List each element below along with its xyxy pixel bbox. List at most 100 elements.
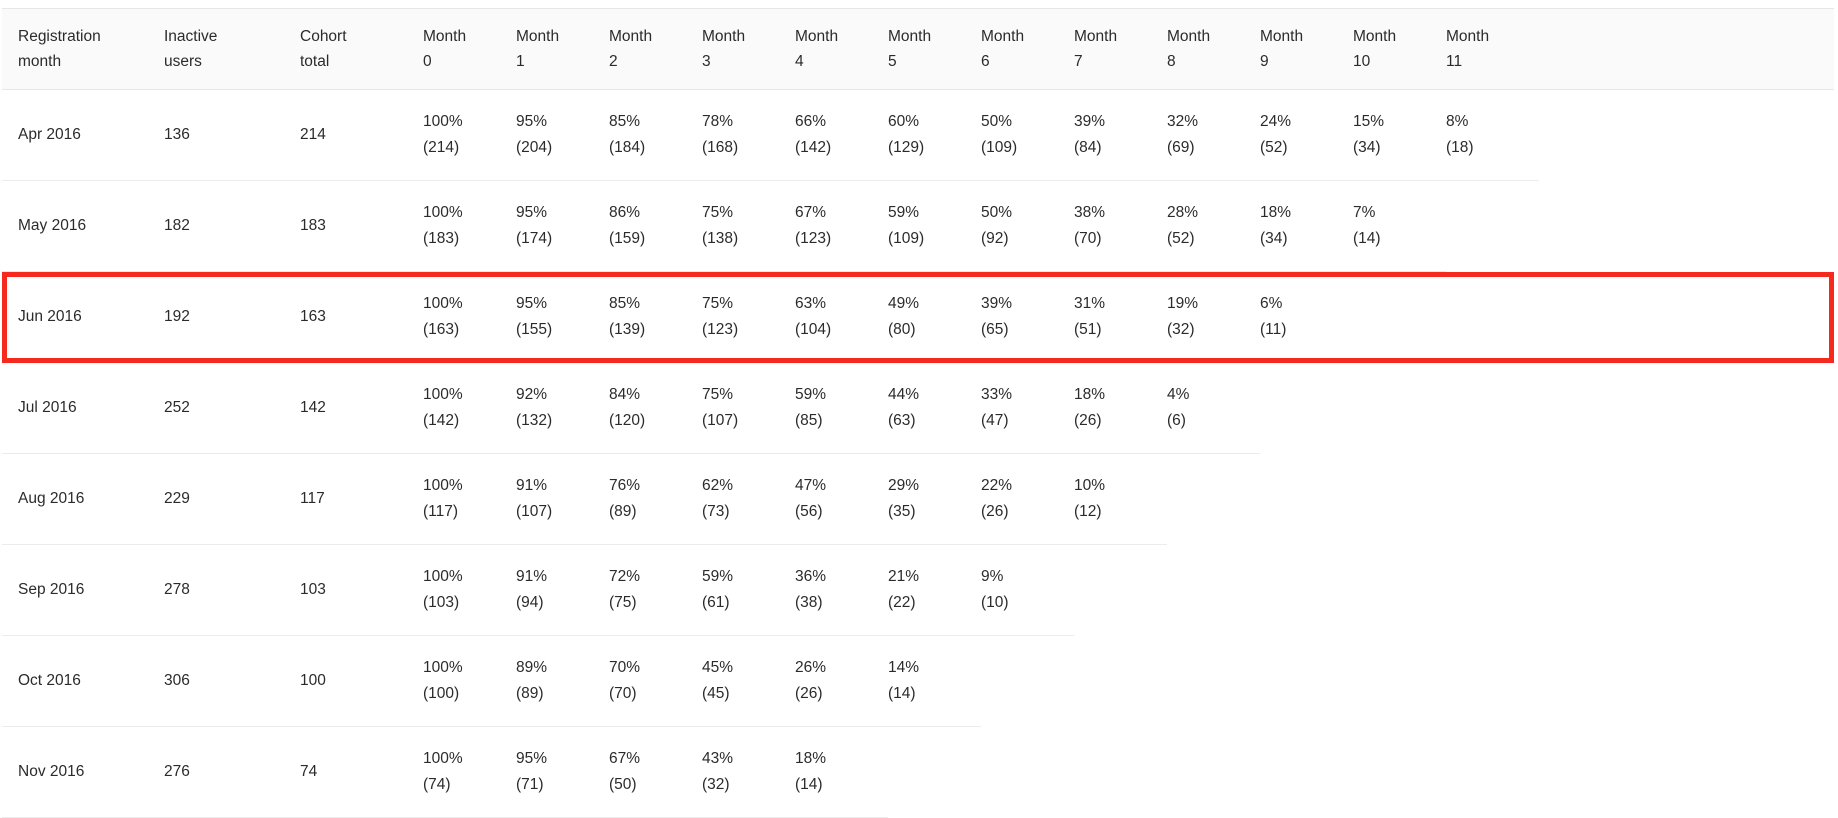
inactive-users-cell: 278 (164, 544, 300, 636)
retention-cell: 28% (52) (1167, 180, 1260, 272)
retention-cell: 76% (89) (609, 453, 702, 545)
retention-percent: 31% (1074, 295, 1106, 312)
column-header: Month 7 (1074, 8, 1167, 90)
column-header: Month 10 (1353, 8, 1446, 90)
retention-count: (12) (1074, 503, 1102, 520)
retention-count: (26) (1074, 412, 1102, 429)
retention-percent: 95% (516, 295, 548, 312)
cohort-total-cell: 100 (300, 635, 423, 727)
retention-count: (183) (423, 230, 460, 247)
retention-count: (104) (795, 321, 832, 338)
retention-count: (6) (1167, 412, 1186, 429)
retention-percent: 95% (516, 750, 548, 767)
empty-retention-cells (888, 727, 1834, 818)
retention-percent: 38% (1074, 204, 1106, 221)
retention-percent: 85% (609, 113, 641, 130)
retention-percent: 100% (423, 477, 463, 494)
retention-cell: 92% (132) (516, 362, 609, 454)
retention-cell: 75% (138) (702, 180, 795, 272)
retention-count: (22) (888, 594, 916, 611)
empty-retention-cells (1260, 363, 1834, 454)
registration-month-cell: Aug 2016 (2, 453, 164, 545)
retention-cell: 100% (117) (423, 453, 516, 545)
retention-percent: 100% (423, 568, 463, 585)
retention-count: (26) (795, 685, 823, 702)
registration-month-cell: Oct 2016 (2, 635, 164, 727)
table-row: Sep 2016 278 103 100% (103) 91% (94) 72% (75) 59%… (2, 544, 1834, 636)
retention-percent: 86% (609, 204, 641, 221)
retention-cell: 91% (94) (516, 544, 609, 636)
retention-cell: 67% (123) (795, 180, 888, 272)
table-row: Nov 2016 276 74 100% (74) 95% (71) 67% (50) 43% (3… (2, 726, 1834, 818)
inactive-users-cell: 306 (164, 635, 300, 727)
retention-count: (18) (1446, 139, 1474, 156)
cohort-total-cell: 183 (300, 180, 423, 272)
column-header: Inactive users (164, 8, 300, 90)
retention-percent: 100% (423, 204, 463, 221)
retention-percent: 67% (609, 750, 641, 767)
empty-retention-cells (981, 636, 1834, 727)
retention-percent: 95% (516, 113, 548, 130)
retention-count: (84) (1074, 139, 1102, 156)
retention-count: (109) (981, 139, 1018, 156)
retention-count: (50) (609, 776, 637, 793)
retention-cell: 18% (14) (795, 726, 888, 818)
table-row: May 2016 182 183 100% (183) 95% (174) 86% (159) 7… (2, 180, 1834, 272)
retention-cell: 14% (14) (888, 635, 981, 727)
retention-percent: 70% (609, 659, 641, 676)
retention-cell: 22% (26) (981, 453, 1074, 545)
retention-count: (14) (888, 685, 916, 702)
inactive-users-cell: 276 (164, 726, 300, 818)
column-header: Month 0 (423, 8, 516, 90)
retention-count: (70) (609, 685, 637, 702)
retention-count: (56) (795, 503, 823, 520)
retention-percent: 44% (888, 386, 920, 403)
registration-month-cell: Jul 2016 (2, 362, 164, 454)
retention-count: (155) (516, 321, 553, 338)
retention-count: (52) (1167, 230, 1195, 247)
retention-percent: 63% (795, 295, 827, 312)
retention-percent: 100% (423, 386, 463, 403)
retention-cell: 100% (103) (423, 544, 516, 636)
retention-percent: 9% (981, 568, 1004, 585)
retention-percent: 100% (423, 295, 463, 312)
retention-cell: 86% (159) (609, 180, 702, 272)
retention-cell: 19% (32) (1167, 271, 1260, 363)
inactive-users-cell: 136 (164, 89, 300, 181)
retention-percent: 67% (795, 204, 827, 221)
retention-count: (139) (609, 321, 646, 338)
retention-count: (107) (702, 412, 739, 429)
retention-percent: 95% (516, 204, 548, 221)
retention-cell: 100% (163) (423, 271, 516, 363)
retention-percent: 6% (1260, 295, 1283, 312)
retention-percent: 45% (702, 659, 734, 676)
retention-cell: 84% (120) (609, 362, 702, 454)
table-row: Apr 2016 136 214 100% (214) 95% (204) 85% (184) 7… (2, 89, 1834, 181)
retention-cell: 45% (45) (702, 635, 795, 727)
retention-count: (100) (423, 685, 460, 702)
retention-percent: 85% (609, 295, 641, 312)
retention-cell: 100% (142) (423, 362, 516, 454)
retention-percent: 59% (888, 204, 920, 221)
retention-percent: 92% (516, 386, 548, 403)
retention-count: (14) (1353, 230, 1381, 247)
retention-count: (34) (1353, 139, 1381, 156)
retention-percent: 39% (981, 295, 1013, 312)
retention-cell: 100% (100) (423, 635, 516, 727)
retention-count: (10) (981, 594, 1009, 611)
retention-cell: 24% (52) (1260, 89, 1353, 181)
retention-count: (14) (795, 776, 823, 793)
inactive-users-cell: 182 (164, 180, 300, 272)
retention-cell: 50% (92) (981, 180, 1074, 272)
retention-percent: 72% (609, 568, 641, 585)
retention-count: (73) (702, 503, 730, 520)
retention-percent: 59% (702, 568, 734, 585)
retention-cell: 31% (51) (1074, 271, 1167, 363)
retention-count: (74) (423, 776, 451, 793)
retention-percent: 50% (981, 113, 1013, 130)
inactive-users-cell: 252 (164, 362, 300, 454)
retention-cell: 44% (63) (888, 362, 981, 454)
retention-percent: 29% (888, 477, 920, 494)
retention-cell: 26% (26) (795, 635, 888, 727)
retention-cell: 66% (142) (795, 89, 888, 181)
